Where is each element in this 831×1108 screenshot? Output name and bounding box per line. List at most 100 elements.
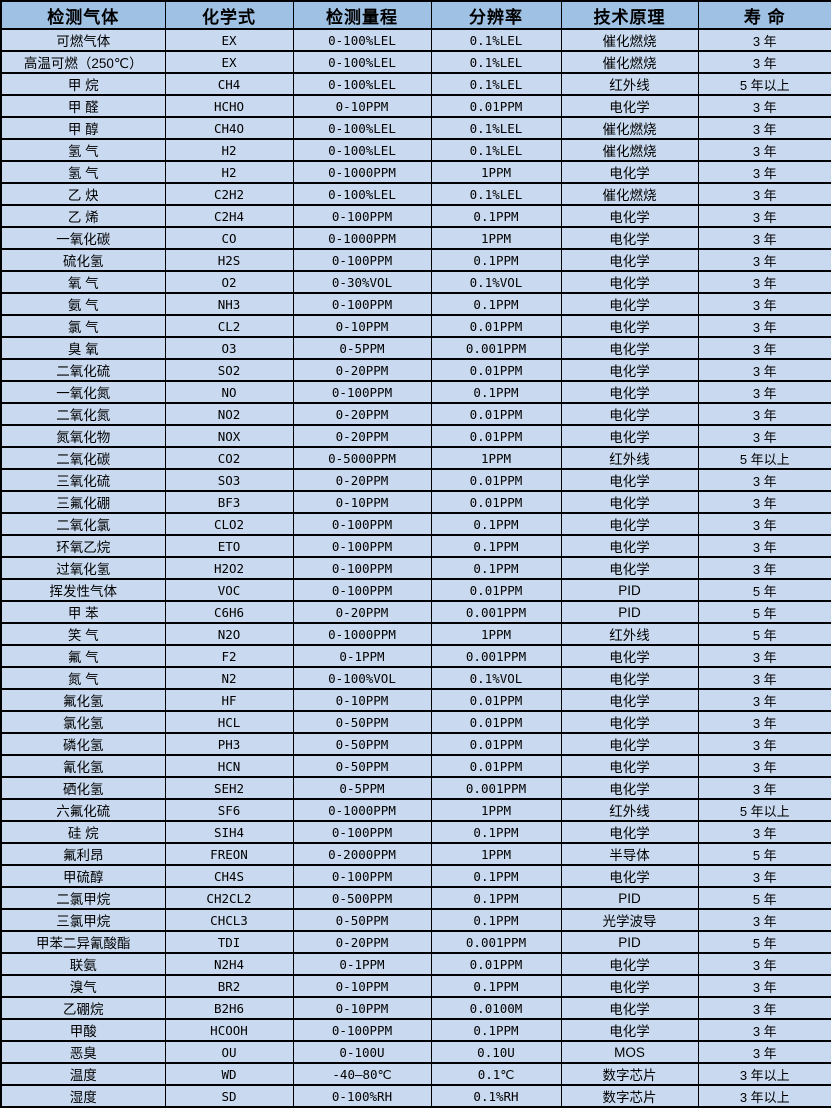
cell-detection-range: 0-1000PPM — [292, 160, 432, 184]
cell-resolution: 0.0100M — [430, 996, 562, 1020]
cell-resolution: 0.1%LEL — [430, 182, 562, 206]
cell-chemical-formula: VOC — [164, 578, 294, 602]
cell-chemical-formula: SIH4 — [164, 820, 294, 844]
cell-detection-range: 0-10PPM — [292, 974, 432, 998]
cell-lifespan: 3 年 — [697, 666, 831, 690]
cell-chemical-formula: FREON — [164, 842, 294, 866]
cell-detection-range: 0-100%LEL — [292, 138, 432, 162]
cell-lifespan: 3 年 — [697, 28, 831, 52]
cell-detection-range: 0-5PPM — [292, 776, 432, 800]
cell-resolution: 0.01PPM — [430, 424, 562, 448]
cell-chemical-formula: C2H2 — [164, 182, 294, 206]
cell-resolution: 0.01PPM — [430, 468, 562, 492]
cell-technology-principle: 电化学 — [560, 314, 699, 338]
cell-resolution: 0.1PPM — [430, 908, 562, 932]
cell-lifespan: 3 年以上 — [697, 1062, 831, 1086]
cell-chemical-formula: CO2 — [164, 446, 294, 470]
cell-detection-range: 0-1PPM — [292, 952, 432, 976]
cell-technology-principle: 电化学 — [560, 490, 699, 514]
cell-chemical-formula: TDI — [164, 930, 294, 954]
cell-lifespan: 5 年以上 — [697, 446, 831, 470]
cell-gas-name: 氟化氢 — [0, 688, 166, 712]
cell-gas-name: 高温可燃（250℃） — [0, 50, 166, 74]
cell-lifespan: 3 年 — [697, 402, 831, 426]
cell-lifespan: 3 年 — [697, 974, 831, 998]
cell-lifespan: 5 年 — [697, 930, 831, 954]
cell-detection-range: 0-20PPM — [292, 424, 432, 448]
cell-resolution: 0.01PPM — [430, 94, 562, 118]
table-row: 过氧化氢 H2O2 0-100PPM 0.1PPM 电化学 3 年 — [0, 556, 831, 580]
cell-lifespan: 5 年以上 — [697, 72, 831, 96]
cell-detection-range: 0-10PPM — [292, 688, 432, 712]
cell-lifespan: 3 年 — [697, 952, 831, 976]
cell-gas-name: 磷化氢 — [0, 732, 166, 756]
table-row: 二氧化碳 CO2 0-5000PPM 1PPM 红外线 5 年以上 — [0, 446, 831, 470]
cell-technology-principle: 催化燃烧 — [560, 138, 699, 162]
cell-detection-range: 0-20PPM — [292, 930, 432, 954]
cell-gas-name: 氯 气 — [0, 314, 166, 338]
cell-technology-principle: 电化学 — [560, 248, 699, 272]
cell-technology-principle: 电化学 — [560, 710, 699, 734]
cell-gas-name: 温度 — [0, 1062, 166, 1086]
cell-gas-name: 臭 氧 — [0, 336, 166, 360]
cell-detection-range: 0-1000PPM — [292, 622, 432, 646]
cell-resolution: 1PPM — [430, 160, 562, 184]
cell-resolution: 0.01PPM — [430, 578, 562, 602]
cell-resolution: 0.01PPM — [430, 314, 562, 338]
table-row: 湿度 SD 0-100%RH 0.1%RH 数字芯片 3 年以上 — [0, 1084, 831, 1108]
table-row: 温度 WD -40—80℃ 0.1℃ 数字芯片 3 年以上 — [0, 1062, 831, 1086]
table-row: 氯 气 CL2 0-10PPM 0.01PPM 电化学 3 年 — [0, 314, 831, 338]
cell-chemical-formula: H2 — [164, 160, 294, 184]
cell-detection-range: 0-100%LEL — [292, 28, 432, 52]
cell-technology-principle: 电化学 — [560, 556, 699, 580]
cell-technology-principle: 电化学 — [560, 160, 699, 184]
cell-technology-principle: 电化学 — [560, 424, 699, 448]
table-row: 甲 苯 C6H6 0-20PPM 0.001PPM PID 5 年 — [0, 600, 831, 624]
cell-resolution: 0.001PPM — [430, 644, 562, 668]
cell-technology-principle: 红外线 — [560, 798, 699, 822]
cell-chemical-formula: CL2 — [164, 314, 294, 338]
cell-resolution: 1PPM — [430, 842, 562, 866]
cell-gas-name: 氟 气 — [0, 644, 166, 668]
cell-resolution: 0.01PPM — [430, 402, 562, 426]
cell-gas-name: 联氨 — [0, 952, 166, 976]
cell-lifespan: 3 年 — [697, 1018, 831, 1042]
cell-resolution: 0.1PPM — [430, 534, 562, 558]
cell-technology-principle: 电化学 — [560, 336, 699, 360]
cell-technology-principle: 电化学 — [560, 204, 699, 228]
table-row: 磷化氢 PH3 0-50PPM 0.01PPM 电化学 3 年 — [0, 732, 831, 756]
table-row: 乙硼烷 B2H6 0-10PPM 0.0100M 电化学 3 年 — [0, 996, 831, 1020]
cell-chemical-formula: N2 — [164, 666, 294, 690]
cell-lifespan: 3 年 — [697, 512, 831, 536]
cell-detection-range: 0-100U — [292, 1040, 432, 1064]
cell-detection-range: 0-50PPM — [292, 710, 432, 734]
table-row: 氟化氢 HF 0-10PPM 0.01PPM 电化学 3 年 — [0, 688, 831, 712]
table-row: 三氟化硼 BF3 0-10PPM 0.01PPM 电化学 3 年 — [0, 490, 831, 514]
cell-chemical-formula: EX — [164, 28, 294, 52]
cell-gas-name: 乙 烯 — [0, 204, 166, 228]
cell-chemical-formula: SO2 — [164, 358, 294, 382]
cell-chemical-formula: PH3 — [164, 732, 294, 756]
cell-detection-range: 0-20PPM — [292, 600, 432, 624]
cell-chemical-formula: CLO2 — [164, 512, 294, 536]
cell-chemical-formula: N2H4 — [164, 952, 294, 976]
table-row: 氰化氢 HCN 0-50PPM 0.01PPM 电化学 3 年 — [0, 754, 831, 778]
cell-gas-name: 二氧化氯 — [0, 512, 166, 536]
cell-detection-range: 0-50PPM — [292, 754, 432, 778]
cell-technology-principle: 电化学 — [560, 864, 699, 888]
cell-chemical-formula: C2H4 — [164, 204, 294, 228]
table-row: 氧 气 O2 0-30%VOL 0.1%VOL 电化学 3 年 — [0, 270, 831, 294]
cell-detection-range: 0-100PPM — [292, 556, 432, 580]
table-body: 可燃气体 EX 0-100%LEL 0.1%LEL 催化燃烧 3 年高温可燃（250℃） E… — [0, 28, 831, 1108]
cell-chemical-formula: HCN — [164, 754, 294, 778]
cell-technology-principle: 催化燃烧 — [560, 50, 699, 74]
cell-chemical-formula: HF — [164, 688, 294, 712]
cell-resolution: 0.1PPM — [430, 204, 562, 228]
table-row: 甲酸 HCOOH 0-100PPM 0.1PPM 电化学 3 年 — [0, 1018, 831, 1042]
cell-gas-name: 硫化氢 — [0, 248, 166, 272]
cell-lifespan: 5 年 — [697, 600, 831, 624]
cell-resolution: 0.1PPM — [430, 556, 562, 580]
cell-resolution: 0.1PPM — [430, 292, 562, 316]
cell-resolution: 0.1PPM — [430, 248, 562, 272]
